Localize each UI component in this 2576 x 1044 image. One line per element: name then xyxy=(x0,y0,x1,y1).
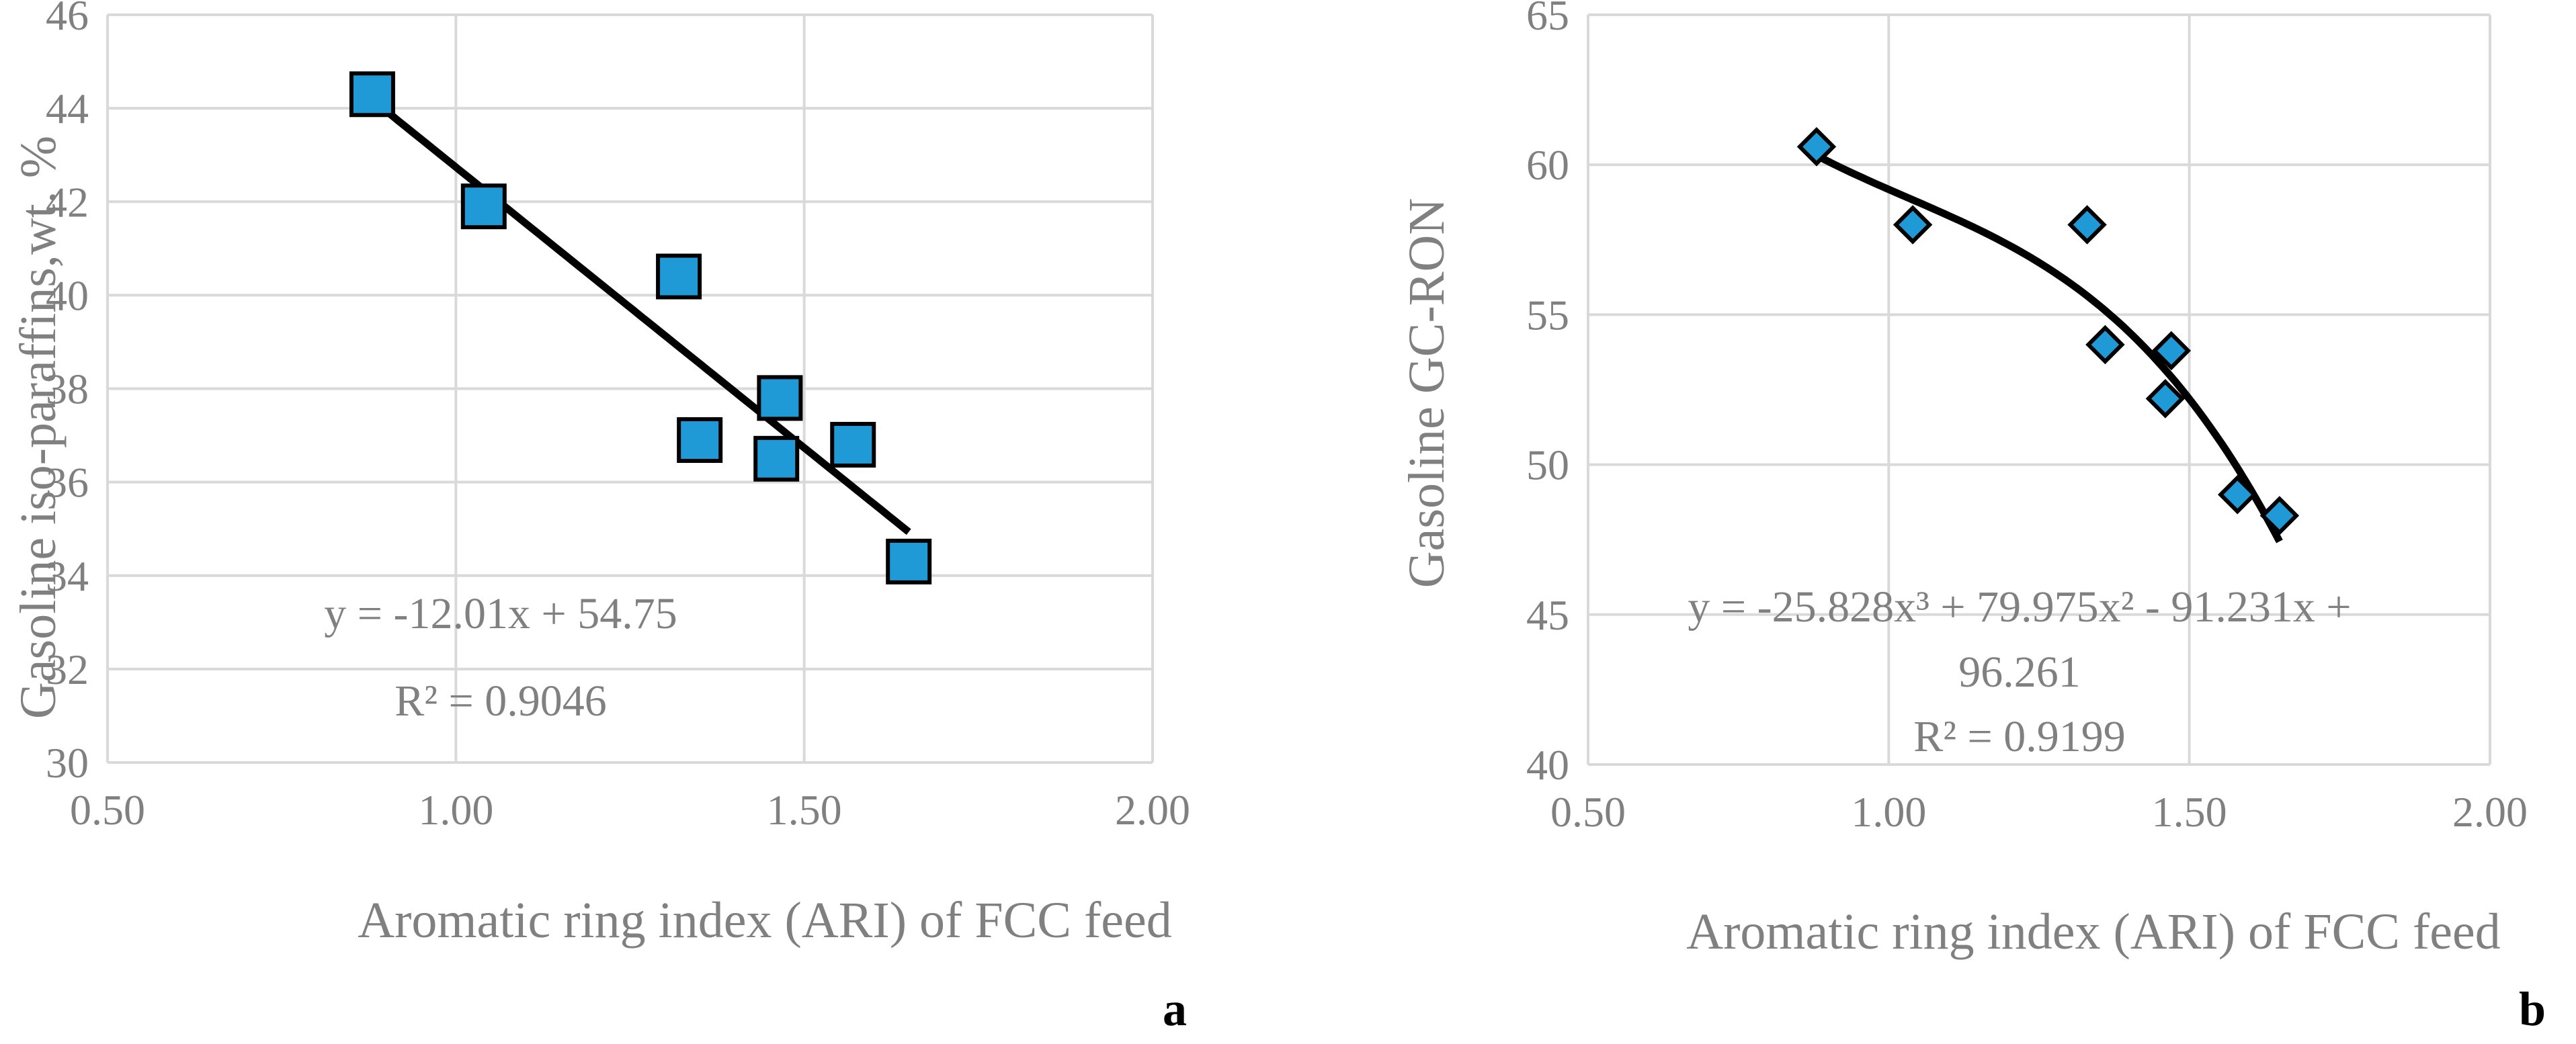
chart-b-equation-line-1-text: y = -25.828x³ + 79.975x² - 91.231x + xyxy=(1688,582,2351,632)
chart-b-data-point xyxy=(1893,205,1933,245)
chart-a-y-tick-label: 40 xyxy=(46,271,89,319)
chart-a-x-axis-title: Aromatic ring index (ARI) of FCC feed xyxy=(358,892,1172,949)
chart-b-x-tick-label: 0.50 xyxy=(1550,788,1626,836)
chart-a-data-point xyxy=(753,435,800,482)
chart-b-x-tick-label: 1.00 xyxy=(1851,788,1926,836)
chart-b-data-point xyxy=(2067,205,2107,245)
chart-a-y-tick-label: 32 xyxy=(46,646,89,693)
chart-a-data-point xyxy=(656,253,702,300)
chart-a-data-point xyxy=(757,375,803,421)
chart-a-x-tick-label: 2.00 xyxy=(1115,786,1190,834)
chart-b-y-tick-label: 40 xyxy=(1526,741,1569,789)
chart-a-x-tick-labels: 0.50 1.00 1.50 2.00 xyxy=(70,786,1190,834)
chart-b-panel-label: b xyxy=(2519,982,2546,1036)
chart-b-trendline xyxy=(1815,152,2283,543)
chart-b-y-tick-label: 55 xyxy=(1526,291,1569,339)
chart-b-x-tick-labels: 0.50 1.00 1.50 2.00 xyxy=(1550,788,2528,836)
chart-b-r2-label: R² = 0.9199 xyxy=(1913,712,2126,761)
chart-b-y-tick-labels: 40 45 50 55 60 65 xyxy=(1526,0,1569,789)
chart-b-y-tick-label: 60 xyxy=(1526,141,1569,189)
chart-a-y-tick-labels: 30 32 34 36 38 40 42 44 46 xyxy=(46,0,89,787)
chart-a-y-tick-label: 46 xyxy=(46,0,89,39)
chart-a-y-tick-label: 44 xyxy=(46,85,89,132)
chart-a-y-tick-label: 34 xyxy=(46,552,89,600)
chart-b-x-axis-title: Aromatic ring index (ARI) of FCC feed xyxy=(1686,904,2501,960)
chart-b-data-point xyxy=(2145,379,2186,419)
chart-b-equation-line-2: 96.261 xyxy=(1958,648,2081,697)
chart-a-y-tick-label: 38 xyxy=(46,365,89,413)
chart-a-equation-label: y = -12.01x + 54.75 xyxy=(324,589,677,638)
chart-a-x-tick-label: 0.50 xyxy=(70,786,145,834)
chart-b-gridlines xyxy=(1587,13,2491,766)
chart-a-y-tick-label: 30 xyxy=(46,739,89,787)
chart-a-points xyxy=(349,71,932,584)
chart-a-x-tick-label: 1.00 xyxy=(418,786,493,834)
chart-b-data-point xyxy=(2151,331,2192,371)
chart-b-data-point xyxy=(2259,496,2300,535)
chart-a-data-point xyxy=(886,538,932,584)
chart-a-panel-label: a xyxy=(1163,982,1187,1036)
chart-a-y-tick-label: 42 xyxy=(46,178,89,226)
chart-b-x-tick-label: 1.50 xyxy=(2152,788,2227,836)
chart-b-data-point xyxy=(1796,127,1837,167)
chart-b-points xyxy=(1796,127,2300,535)
chart-b-y-tick-label: 65 xyxy=(1526,0,1569,39)
chart-b-x-tick-label: 2.00 xyxy=(2452,788,2528,836)
chart-a-data-point xyxy=(349,71,395,118)
chart-a-data-point xyxy=(830,421,876,468)
chart-a-y-axis-title: Gasoline iso-paraffins,wt. % xyxy=(10,136,67,719)
chart-b-y-tick-label: 45 xyxy=(1526,591,1569,639)
chart-a-trendline xyxy=(370,97,911,535)
chart-a: 30 32 34 36 38 40 42 44 46 0.50 1.00 1.50 2.00 y = … xyxy=(10,0,1190,1036)
chart-a-r2-label: R² = 0.9046 xyxy=(394,677,607,726)
chart-a-data-point xyxy=(460,183,507,230)
chart-a-x-tick-label: 1.50 xyxy=(767,786,842,834)
chart-a-y-tick-label: 36 xyxy=(46,459,89,507)
chart-b-data-point xyxy=(2085,324,2125,365)
chart-b-y-axis-title: Gasoline GC-RON xyxy=(1399,198,1455,589)
chart-b: 40 45 50 55 60 65 0.50 1.00 1.50 2.00 y = -25.82… xyxy=(1399,0,2546,1036)
chart-b-data-point xyxy=(2217,474,2257,515)
chart-a-gridlines xyxy=(106,13,1154,764)
chart-b-y-tick-label: 50 xyxy=(1526,441,1569,489)
chart-a-data-point xyxy=(677,417,723,464)
chart-b-equation-line-1: y = -25.828x³ + 79.975x² - 91.231x + xyxy=(1688,582,2351,632)
